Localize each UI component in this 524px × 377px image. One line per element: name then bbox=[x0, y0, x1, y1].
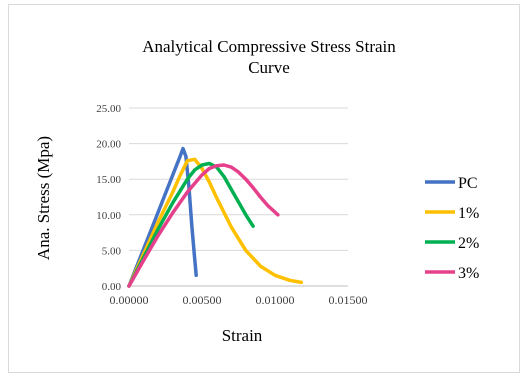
x-axis-label: Strain bbox=[222, 326, 263, 345]
x-tick-label: 0.01500 bbox=[329, 293, 368, 307]
y-axis-label: Ana. Stress (Mpa) bbox=[34, 136, 53, 260]
legend-label: 2% bbox=[458, 235, 479, 252]
y-tick-label: 25.00 bbox=[96, 103, 121, 115]
legend: PC 1% 2% 3% bbox=[425, 175, 479, 282]
x-tick-label: 0.00000 bbox=[110, 293, 149, 307]
legend-label: PC bbox=[458, 175, 478, 192]
series-line-3 bbox=[127, 163, 280, 288]
series-line-1 bbox=[127, 157, 304, 288]
x-tick-label: 0.01000 bbox=[256, 293, 295, 307]
x-tick-label: 0.00500 bbox=[183, 293, 222, 307]
legend-label: 1% bbox=[458, 205, 479, 222]
y-tick-label: 10.00 bbox=[96, 210, 121, 222]
y-tick-label: 0.00 bbox=[102, 281, 122, 293]
series-lines bbox=[127, 146, 304, 288]
chart-frame bbox=[8, 4, 520, 373]
y-tick-label: 5.00 bbox=[102, 245, 122, 257]
x-tick-labels: 0.00000 0.00500 0.01000 0.01500 bbox=[110, 293, 368, 307]
y-tick-labels: 0.00 5.00 10.00 15.00 20.00 25.00 bbox=[96, 103, 121, 293]
chart-title-line-1: Analytical Compressive Stress Strain bbox=[142, 37, 396, 56]
chart-title-line-2: Curve bbox=[248, 58, 290, 77]
y-tick-label: 15.00 bbox=[96, 174, 121, 186]
series-line-2 bbox=[127, 161, 255, 288]
y-tick-label: 20.00 bbox=[96, 139, 121, 151]
series-line-0 bbox=[127, 146, 198, 288]
legend-label: 3% bbox=[458, 265, 479, 282]
